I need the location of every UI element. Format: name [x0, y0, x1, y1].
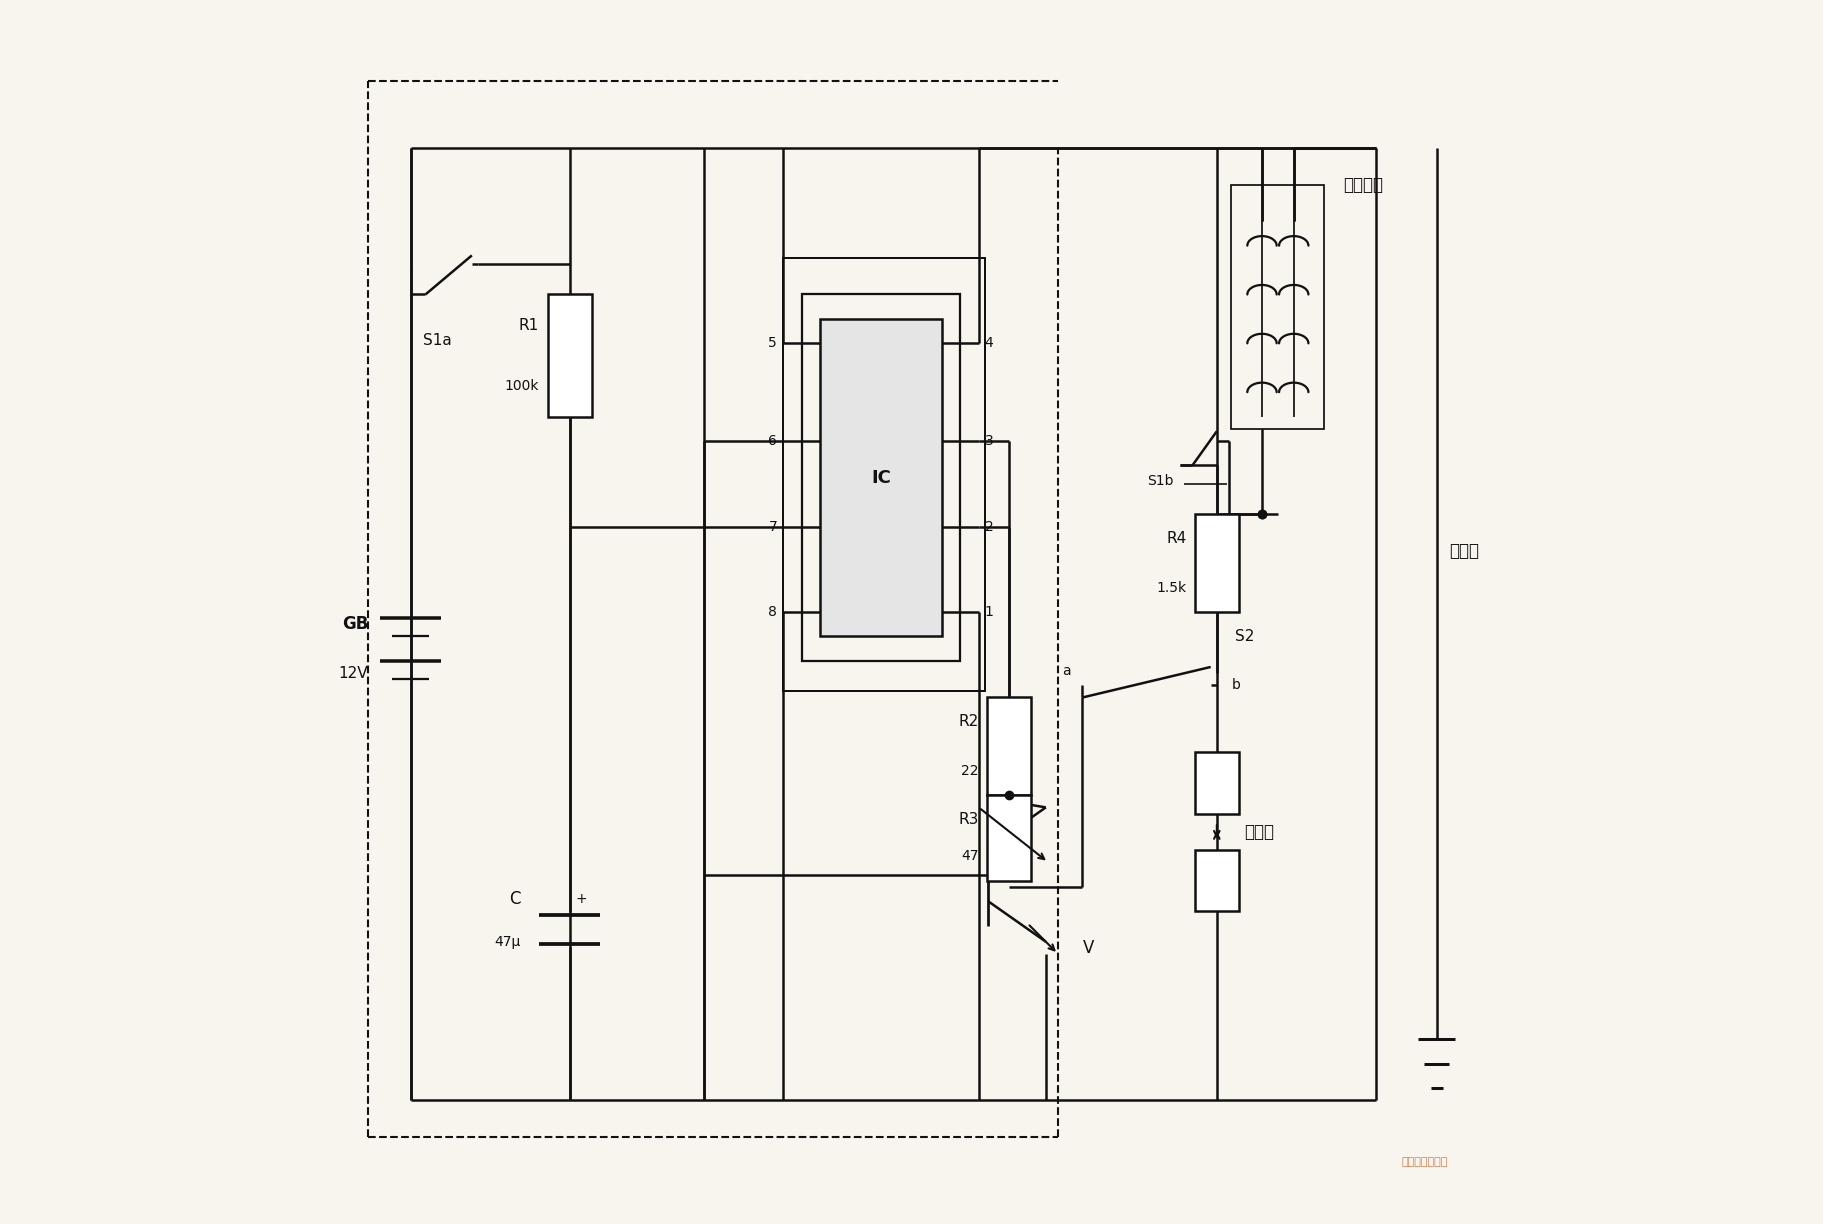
Text: 断电器: 断电器 [1449, 542, 1478, 559]
Text: IC: IC [871, 469, 891, 487]
Bar [1194, 514, 1240, 612]
Bar [784, 258, 984, 692]
Bar [988, 796, 1032, 881]
Text: a: a [1061, 663, 1070, 678]
Bar [802, 295, 961, 661]
Text: 5: 5 [769, 337, 777, 350]
Text: 100k: 100k [505, 379, 540, 393]
Text: 维库电子市场网: 维库电子市场网 [1402, 1157, 1447, 1166]
Text: 7: 7 [769, 519, 777, 534]
Text: S1b: S1b [1147, 475, 1174, 488]
Text: 4: 4 [984, 337, 994, 350]
Bar [547, 295, 591, 416]
Bar [1194, 753, 1240, 814]
Text: R4: R4 [1167, 531, 1187, 546]
Text: 3: 3 [984, 435, 994, 448]
Text: 1.5k: 1.5k [1156, 580, 1187, 595]
Text: 点火线圈: 点火线圈 [1344, 175, 1384, 193]
Text: 6: 6 [767, 435, 777, 448]
Text: R1: R1 [520, 317, 540, 333]
Text: S1a: S1a [423, 333, 452, 349]
Text: S2: S2 [1236, 629, 1254, 644]
Text: 1: 1 [984, 605, 994, 619]
Text: 火花塞: 火花塞 [1245, 823, 1274, 841]
Text: V: V [1083, 939, 1094, 957]
Text: GB: GB [341, 616, 368, 633]
Text: 2: 2 [984, 519, 994, 534]
Text: 12V: 12V [339, 666, 368, 681]
Bar [1194, 851, 1240, 911]
Text: +: + [576, 892, 587, 906]
Text: 8: 8 [767, 605, 777, 619]
Text: 22: 22 [961, 764, 979, 777]
Text: b: b [1232, 678, 1240, 693]
Text: 47: 47 [961, 849, 979, 863]
Bar [1232, 185, 1323, 428]
Text: 47μ: 47μ [494, 935, 521, 949]
Text: C: C [509, 890, 521, 908]
Bar [820, 319, 942, 636]
Bar [988, 698, 1032, 796]
Text: R3: R3 [959, 812, 979, 827]
Text: R2: R2 [959, 715, 979, 730]
